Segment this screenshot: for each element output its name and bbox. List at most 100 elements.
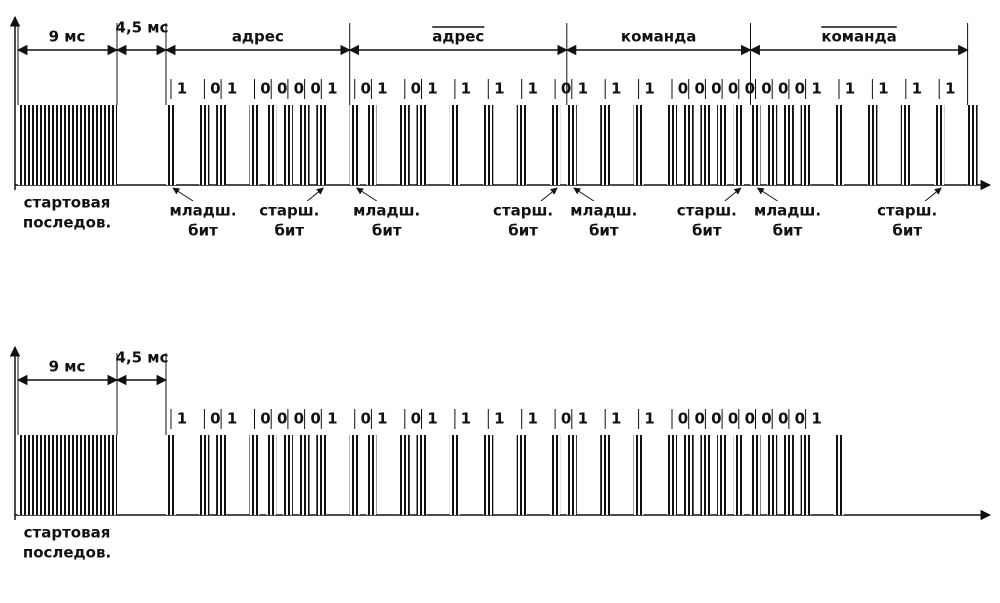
pulse xyxy=(834,435,844,515)
pointer xyxy=(306,187,324,202)
pulse xyxy=(700,105,711,185)
bit-value: 0 xyxy=(277,80,287,98)
group-label: команда xyxy=(621,28,696,46)
msb-label: бит xyxy=(692,222,722,240)
lsb-label: бит xyxy=(188,222,218,240)
bit-value: 1 xyxy=(644,80,654,98)
pulse xyxy=(249,435,260,515)
bit-value: 1 xyxy=(461,410,471,428)
pulse xyxy=(166,435,176,515)
bit-value: 1 xyxy=(327,80,337,98)
group-label: адрес xyxy=(432,28,484,46)
pulse xyxy=(566,435,577,515)
bit-value: 0 xyxy=(678,80,688,98)
pulse xyxy=(199,105,210,185)
pulse xyxy=(316,105,327,185)
pulse xyxy=(266,435,277,515)
group-label: адрес xyxy=(232,28,284,46)
pulse xyxy=(366,435,377,515)
pulse xyxy=(449,435,460,515)
bit-value: 0 xyxy=(277,410,287,428)
start-burst xyxy=(18,435,117,515)
msb-label: старш. xyxy=(877,202,937,220)
bit-value: 1 xyxy=(912,80,922,98)
bit-value: 0 xyxy=(745,80,755,98)
pulse xyxy=(550,105,561,185)
bit-value: 1 xyxy=(494,80,504,98)
pulse xyxy=(166,105,176,185)
pulse xyxy=(516,435,527,515)
bit-value: 0 xyxy=(694,410,704,428)
bit-value: 1 xyxy=(611,410,621,428)
pulse xyxy=(733,435,744,515)
bit-value: 1 xyxy=(177,80,187,98)
bit-value: 0 xyxy=(561,410,571,428)
start-label: стартовая xyxy=(24,524,111,542)
lsb-label: бит xyxy=(773,222,803,240)
lsb-label: младш. xyxy=(353,202,420,220)
pointer xyxy=(356,187,377,202)
pulse xyxy=(566,105,577,185)
bit-value: 0 xyxy=(360,410,370,428)
bit-value: 1 xyxy=(527,80,537,98)
bit-value: 0 xyxy=(210,80,220,98)
pulse xyxy=(900,105,911,185)
bit-value: 1 xyxy=(845,80,855,98)
bit-value: 0 xyxy=(294,80,304,98)
bit-value: 0 xyxy=(678,410,688,428)
bit-value: 0 xyxy=(711,410,721,428)
pulse xyxy=(967,105,978,185)
pulse xyxy=(299,435,310,515)
lsb-label: бит xyxy=(589,222,619,240)
bit-value: 0 xyxy=(778,80,788,98)
bit-value: 0 xyxy=(294,410,304,428)
bit-value: 0 xyxy=(260,410,270,428)
bit-value: 1 xyxy=(377,80,387,98)
start-burst xyxy=(18,105,117,185)
bit-value: 0 xyxy=(711,80,721,98)
bit-value: 1 xyxy=(527,410,537,428)
pulse xyxy=(800,435,811,515)
pulse xyxy=(349,435,360,515)
pulse xyxy=(299,105,310,185)
msb-label: бит xyxy=(274,222,304,240)
lsb-label: младш. xyxy=(754,202,821,220)
bit-value: 0 xyxy=(728,410,738,428)
bit-value: 0 xyxy=(210,410,220,428)
bit-value: 1 xyxy=(644,410,654,428)
bit-value: 0 xyxy=(745,410,755,428)
bit-value: 1 xyxy=(494,410,504,428)
pulse xyxy=(282,435,293,515)
bit-value: 1 xyxy=(227,410,237,428)
pulse xyxy=(633,435,644,515)
bit-value: 0 xyxy=(310,80,320,98)
bit-value: 1 xyxy=(177,410,187,428)
pulse xyxy=(633,105,644,185)
pulse xyxy=(216,105,227,185)
bit-value: 0 xyxy=(360,80,370,98)
bit-value: 1 xyxy=(811,410,821,428)
pulse xyxy=(316,435,327,515)
pulse xyxy=(767,435,778,515)
bit-value: 0 xyxy=(795,410,805,428)
msb-label: бит xyxy=(892,222,922,240)
pulse xyxy=(683,105,694,185)
pulse xyxy=(266,105,277,185)
msb-label: старш. xyxy=(259,202,319,220)
pulse xyxy=(516,105,527,185)
pulse xyxy=(416,105,427,185)
pulse xyxy=(399,105,410,185)
bit-value: 1 xyxy=(377,410,387,428)
bit-value: 1 xyxy=(578,80,588,98)
bit-value: 1 xyxy=(461,80,471,98)
pulse xyxy=(800,105,811,185)
start-duration: 9 мс xyxy=(49,28,86,46)
bit-value: 0 xyxy=(694,80,704,98)
bit-value: 0 xyxy=(778,410,788,428)
pulse xyxy=(349,105,360,185)
bit-value: 0 xyxy=(310,410,320,428)
bit-value: 1 xyxy=(427,80,437,98)
pointer xyxy=(540,187,558,202)
msb-label: бит xyxy=(508,222,538,240)
